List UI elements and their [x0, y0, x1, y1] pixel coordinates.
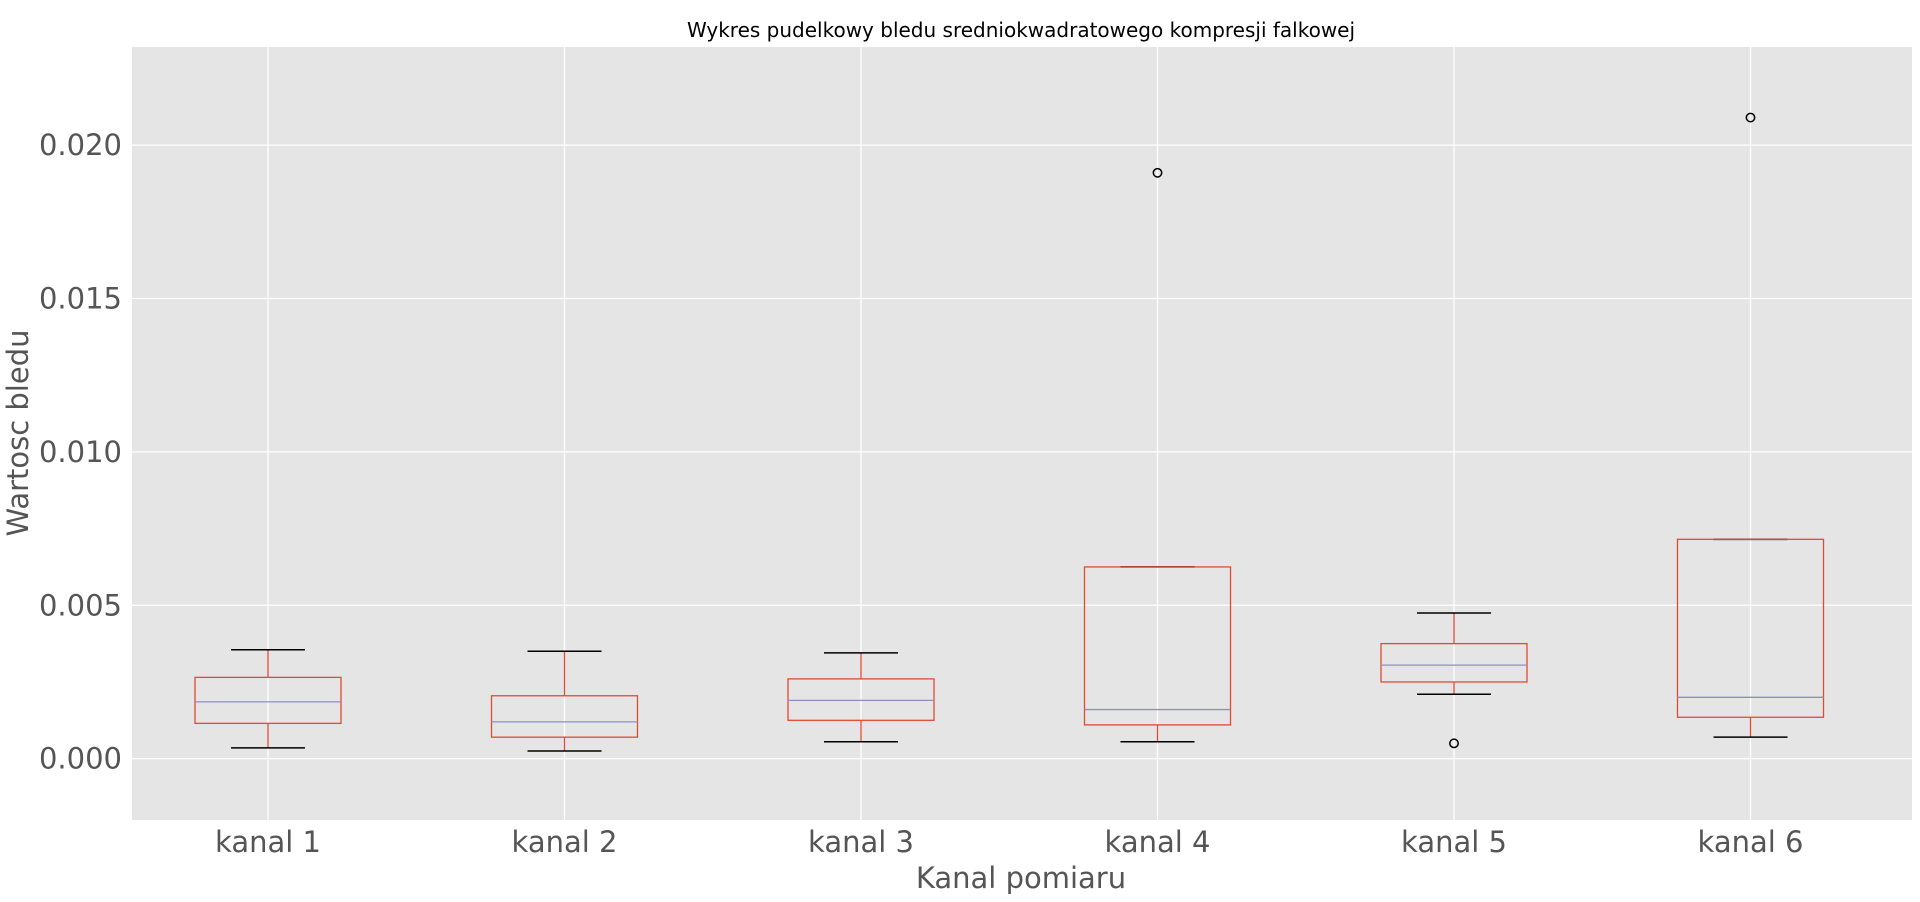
plot-area: [132, 47, 1912, 820]
y-tick-label: 0.000: [39, 742, 122, 776]
x-tick-label: kanal 3: [808, 825, 914, 859]
box-iqr: [1380, 642, 1528, 683]
box-iqr: [194, 676, 342, 725]
x-tick-label: kanal 2: [512, 825, 618, 859]
y-axis-label: Wartosc bledu: [1, 330, 35, 537]
box-iqr: [1083, 566, 1232, 726]
x-axis-label: Kanal pomiaru: [916, 861, 1126, 895]
y-tick-label: 0.015: [39, 282, 122, 316]
box-iqr: [490, 695, 639, 738]
grid-lines: [132, 47, 1912, 820]
x-tick-label: kanal 5: [1401, 825, 1507, 859]
x-tick-label: kanal 6: [1698, 825, 1804, 859]
tick-labels: 0.000 0.005 0.010 0.015 0.020 kanal 1 kanal 2 k…: [39, 128, 1804, 859]
outlier-point: [1449, 738, 1459, 749]
chart-title: Wykres pudelkowy bledu sredniokwadratowe…: [687, 18, 1355, 42]
y-tick-label: 0.020: [39, 128, 122, 162]
x-tick-label: kanal 4: [1105, 825, 1211, 859]
x-tick-label: kanal 1: [215, 825, 321, 859]
y-tick-label: 0.010: [39, 435, 122, 469]
outlier-point: [1745, 112, 1756, 123]
boxes: [194, 112, 1825, 752]
box-iqr: [787, 678, 935, 721]
y-tick-label: 0.005: [39, 588, 122, 622]
box-iqr: [1676, 538, 1825, 718]
outlier-point: [1152, 167, 1163, 178]
